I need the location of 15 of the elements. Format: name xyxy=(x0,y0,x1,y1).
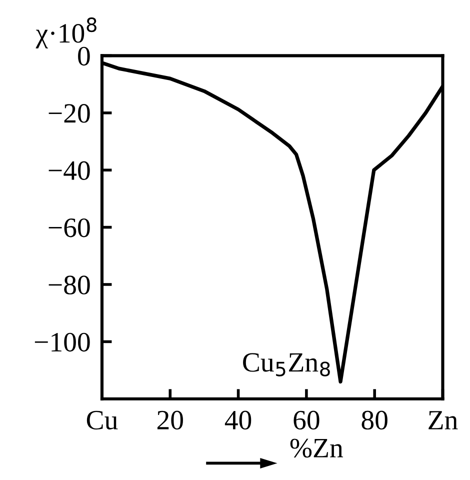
y-tick-label: −60 xyxy=(48,218,90,238)
y-axis-title: χ·10$^{8}$ xyxy=(36,17,96,48)
y-tick-label: −80 xyxy=(48,276,90,294)
y-tick-label: −20 xyxy=(48,104,90,123)
x-tick-label: 20 xyxy=(157,410,183,430)
y-tick-label: −100 xyxy=(34,332,90,352)
annotation: Cu$_{5}$Zn$_{8}$ xyxy=(243,353,330,376)
x-tick-label: 60 xyxy=(294,410,320,430)
x-axis-title: %Zn xyxy=(290,438,343,458)
x-tick-label: Zn xyxy=(428,411,458,430)
y-tick-label: −40 xyxy=(48,161,90,180)
x-tick-label: 80 xyxy=(362,410,388,430)
y-tick-label: 0 xyxy=(78,46,90,66)
x-tick-label: 40 xyxy=(224,410,252,430)
x-tick-label: Cu xyxy=(86,410,118,430)
